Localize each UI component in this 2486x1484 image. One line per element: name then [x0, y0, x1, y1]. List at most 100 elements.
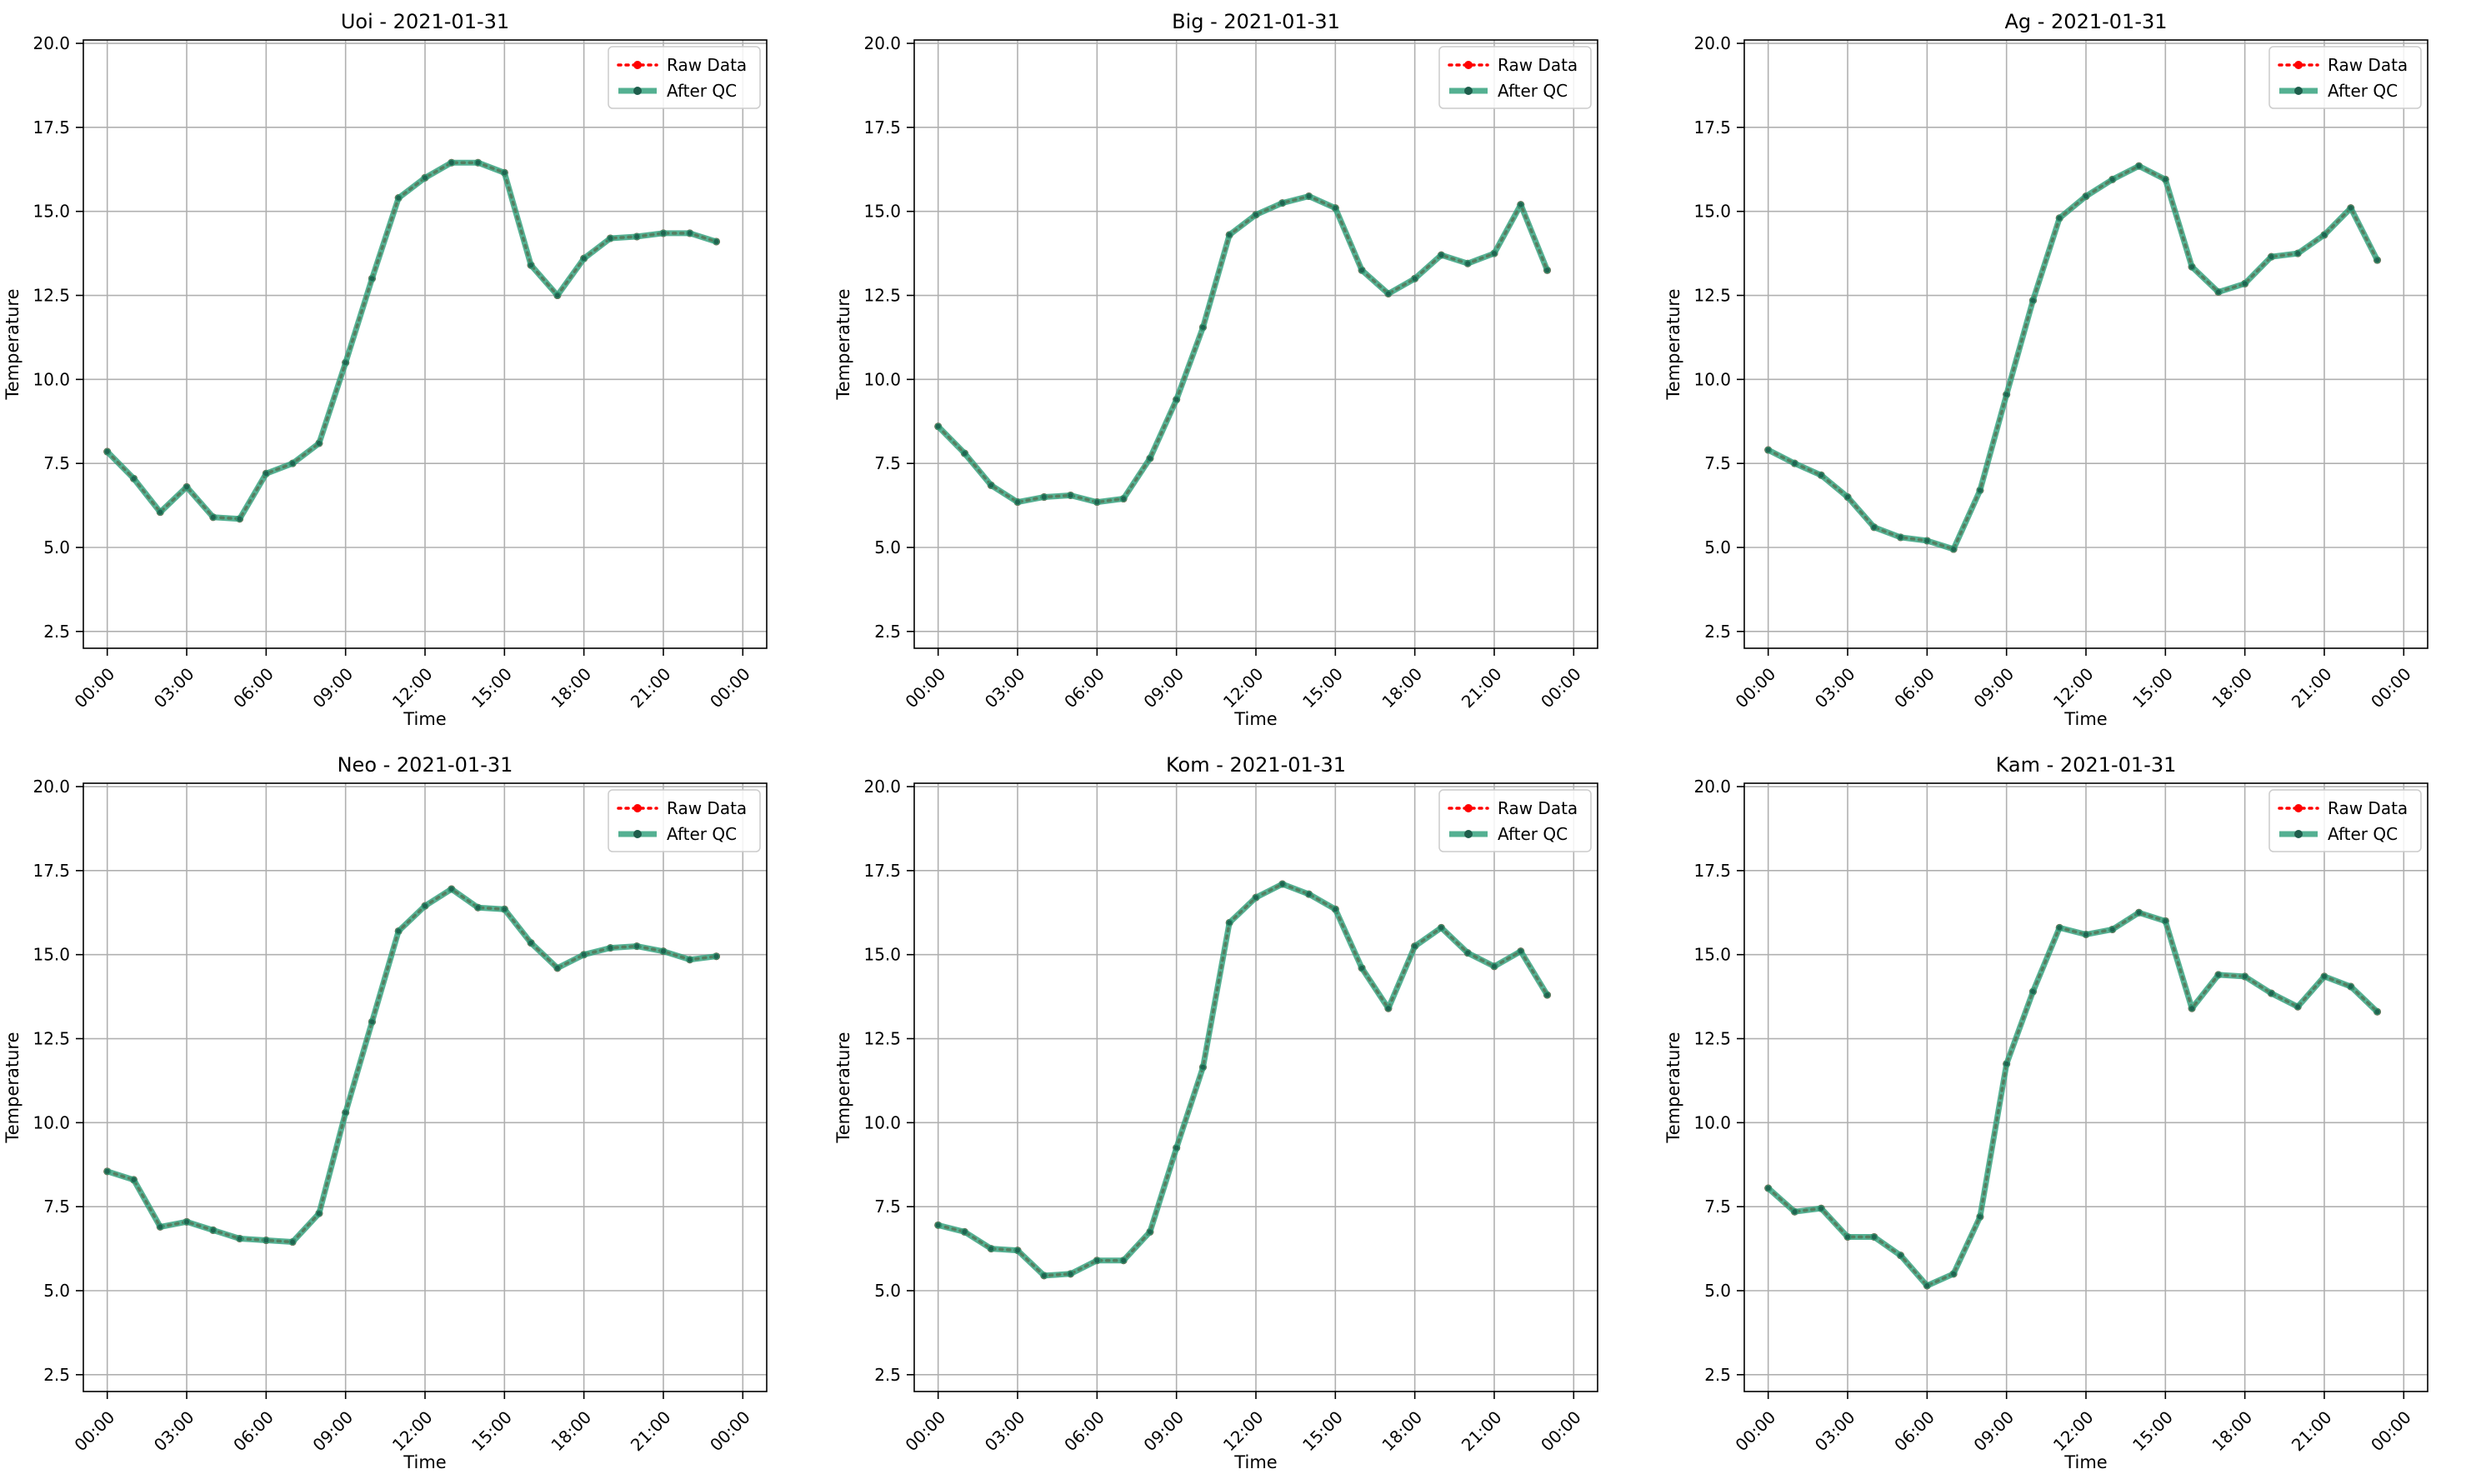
data-point-overlay	[210, 1227, 216, 1233]
data-point-overlay	[1333, 907, 1338, 912]
data-point-overlay	[1359, 965, 1365, 971]
legend: Raw Data After QC	[608, 46, 761, 109]
legend-label-raw-data: Raw Data	[667, 798, 747, 818]
data-point-overlay	[1898, 1252, 1903, 1258]
data-point-overlay	[2003, 392, 2009, 397]
plot-frame	[83, 782, 768, 1392]
x-tick-label: 09:00	[308, 1407, 357, 1456]
data-point-overlay	[581, 952, 587, 957]
x-tick-label: 00:00	[706, 664, 754, 712]
x-tick-label: 00:00	[1537, 664, 1585, 712]
y-tick-label: 20.0	[33, 777, 70, 797]
legend-label-raw-data: Raw Data	[667, 55, 747, 75]
data-point-overlay	[1200, 324, 1206, 330]
subplot-title: Big - 2021-01-31	[1172, 10, 1340, 33]
legend: Raw Data After QC	[1438, 46, 1592, 109]
legend: Raw Data After QC	[2268, 789, 2422, 852]
y-tick-label: 15.0	[863, 945, 901, 965]
data-point-overlay	[2136, 910, 2142, 916]
data-point-overlay	[2030, 989, 2036, 995]
y-tick-label: 17.5	[1693, 861, 1731, 881]
y-tick-label: 2.5	[43, 622, 70, 642]
data-point-overlay	[1253, 895, 1258, 901]
data-point-overlay	[290, 1239, 296, 1245]
data-point-overlay	[1121, 1257, 1127, 1263]
legend-marker-after-qc	[2294, 830, 2303, 838]
y-tick-label: 10.0	[33, 1112, 70, 1132]
y-tick-label: 2.5	[1704, 622, 1731, 642]
legend-label-raw-data: Raw Data	[2328, 798, 2408, 818]
data-point-overlay	[608, 945, 613, 951]
data-point-overlay	[1438, 925, 1444, 931]
y-tick-label: 17.5	[1693, 117, 1731, 137]
x-tick-label: 03:00	[1811, 664, 1859, 712]
x-axis-label: Time	[1233, 1452, 1277, 1472]
data-point-overlay	[634, 233, 640, 239]
data-point-overlay	[1491, 251, 1497, 257]
legend-marker-raw-data	[1464, 804, 1473, 812]
data-point-overlay	[502, 170, 508, 176]
data-point-overlay	[158, 1224, 163, 1230]
legend-label-raw-data: Raw Data	[1498, 798, 1578, 818]
x-tick-label: 06:00	[229, 664, 278, 712]
y-tick-label: 12.5	[33, 1029, 70, 1049]
data-point-overlay	[2083, 932, 2088, 937]
x-tick-label: 06:00	[229, 1407, 278, 1456]
x-tick-label: 21:00	[627, 664, 675, 712]
data-point-overlay	[1898, 534, 1903, 540]
x-tick-label: 00:00	[2367, 1407, 2415, 1456]
y-tick-label: 12.5	[33, 286, 70, 306]
data-point-overlay	[131, 1177, 137, 1182]
y-tick-label: 7.5	[1704, 1197, 1731, 1217]
legend-marker-raw-data	[2294, 61, 2303, 69]
data-point-overlay	[1015, 499, 1021, 505]
x-tick-label: 06:00	[1060, 1407, 1108, 1456]
y-tick-label: 10.0	[863, 1112, 901, 1132]
x-tick-label: 18:00	[2208, 664, 2256, 712]
x-tick-label: 00:00	[706, 1407, 754, 1456]
legend-label-after-qc: After QC	[667, 81, 737, 101]
legend-label-after-qc: After QC	[1498, 81, 1568, 101]
y-axis-label: Temperature	[1663, 288, 1683, 400]
data-point-overlay	[2215, 289, 2221, 295]
y-tick-label: 20.0	[33, 33, 70, 53]
y-tick-label: 5.0	[874, 1281, 901, 1301]
data-point-overlay	[1173, 1145, 1179, 1151]
legend: Raw Data After QC	[2268, 46, 2422, 109]
x-tick-label: 12:00	[1219, 1407, 1268, 1456]
x-axis-label: Time	[403, 709, 446, 729]
y-axis-label: Temperature	[833, 1032, 853, 1143]
data-point-overlay	[1518, 948, 1523, 954]
y-tick-label: 5.0	[43, 537, 70, 557]
data-point-overlay	[581, 256, 587, 262]
x-tick-label: 12:00	[388, 664, 437, 712]
data-point-overlay	[1412, 943, 1418, 949]
data-point-overlay	[687, 957, 693, 962]
data-point-overlay	[1924, 537, 1930, 543]
series-line-after-qc	[104, 886, 719, 1245]
legend-label-after-qc: After QC	[667, 824, 737, 844]
subplot-5: 2.5 5.0 7.5 10.0 12.5 15.0 17.5 20.0 00:00 03:00 0…	[833, 753, 1598, 1472]
y-tick-label: 20.0	[1693, 33, 1731, 53]
legend-label-raw-data: Raw Data	[1498, 55, 1578, 75]
y-tick-label: 5.0	[1704, 537, 1731, 557]
data-point-overlay	[1094, 1257, 1100, 1263]
x-tick-label: 00:00	[2367, 664, 2415, 712]
legend-marker-after-qc	[633, 87, 642, 95]
data-point-overlay	[475, 905, 481, 911]
y-tick-label: 2.5	[874, 1365, 901, 1385]
data-point-overlay	[1359, 267, 1365, 273]
y-tick-label: 2.5	[43, 1365, 70, 1385]
y-tick-label: 17.5	[33, 861, 70, 881]
data-point-overlay	[1765, 447, 1771, 453]
data-point-overlay	[1765, 1185, 1771, 1191]
x-tick-label: 21:00	[2288, 664, 2336, 712]
data-point-overlay	[713, 953, 719, 959]
x-tick-label: 00:00	[902, 1407, 950, 1456]
data-point-overlay	[369, 276, 375, 282]
x-tick-label: 00:00	[71, 664, 119, 712]
legend: Raw Data After QC	[1438, 789, 1592, 852]
y-tick-label: 12.5	[1693, 286, 1731, 306]
x-tick-label: 12:00	[1219, 664, 1268, 712]
x-tick-label: 03:00	[981, 1407, 1029, 1456]
